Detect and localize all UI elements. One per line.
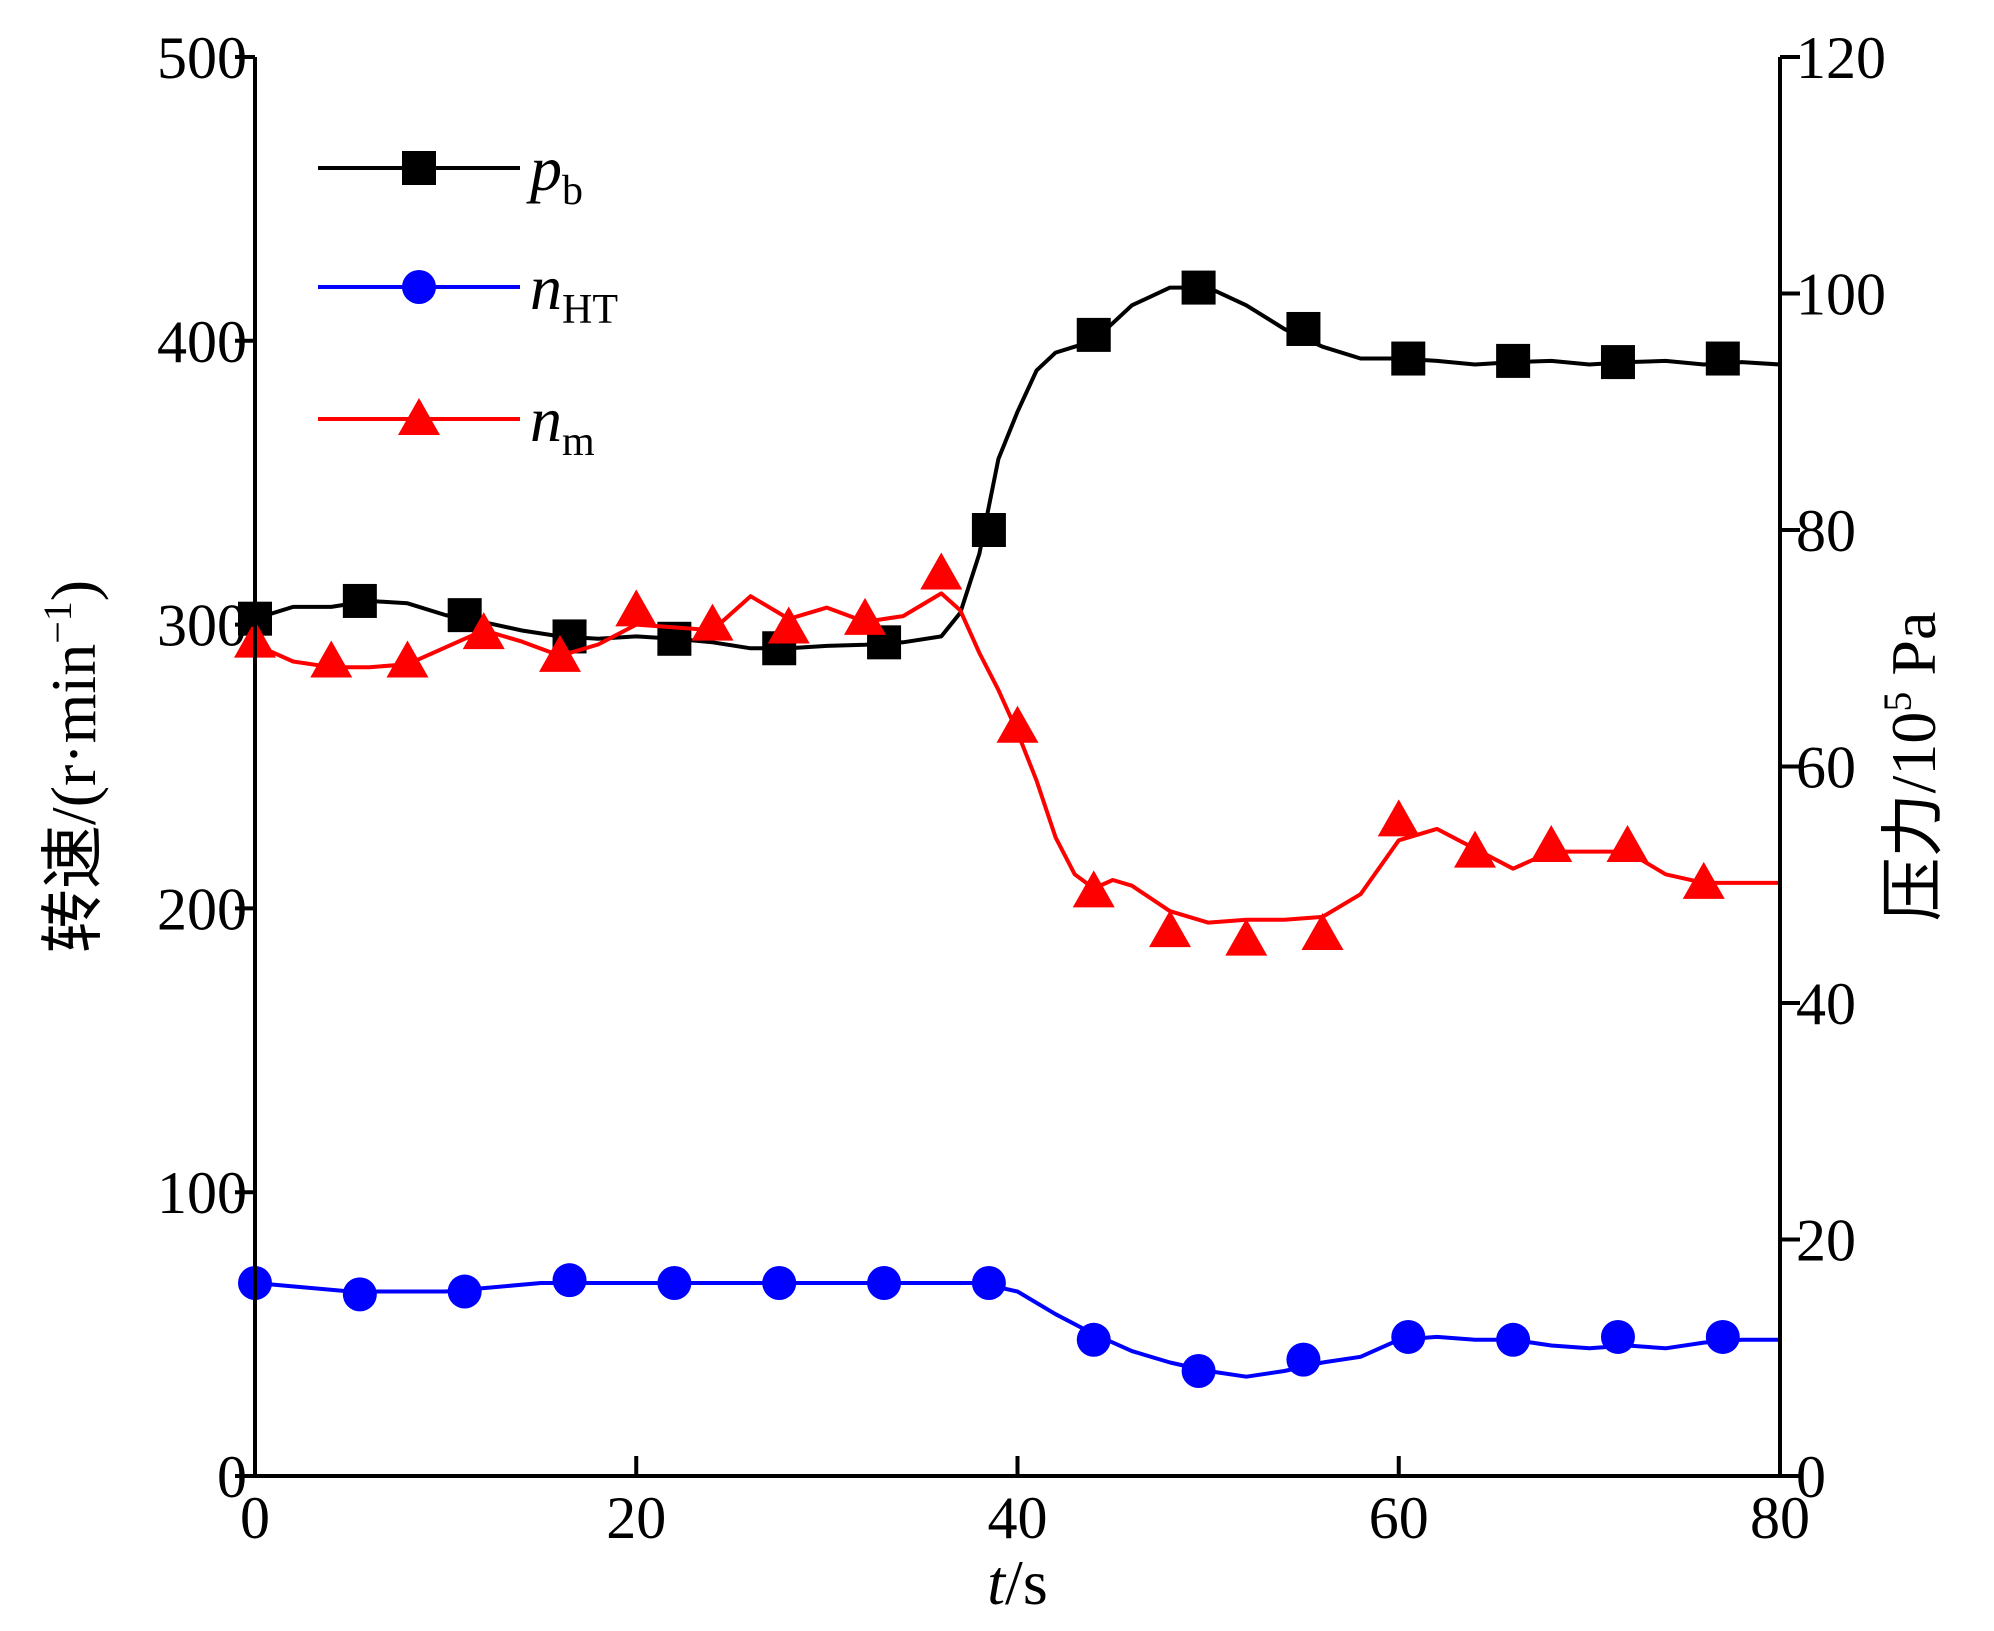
data-point-nm	[1454, 830, 1496, 868]
data-point-nm	[1606, 824, 1649, 862]
data-point-nm	[1301, 912, 1344, 950]
data-point-nht	[762, 1266, 797, 1301]
y-right-tick-label: 20	[1796, 1208, 1856, 1274]
y-right-tick-label: 100	[1796, 262, 1886, 328]
data-point-nm	[1149, 910, 1191, 948]
x-axis-title: t/s	[987, 1547, 1047, 1618]
legend-marker-nm	[398, 398, 440, 435]
data-point-nm	[1225, 918, 1268, 956]
data-point-nht	[447, 1274, 482, 1309]
legend: pb nHT nm	[318, 133, 618, 465]
data-point-nm	[539, 634, 581, 672]
x-tick-label: 40	[988, 1485, 1048, 1551]
x-tick-label: 80	[1750, 1485, 1810, 1551]
series-line-nm	[254, 591, 1780, 925]
y-left-tick-label: 500	[157, 25, 247, 91]
y-left-tick-label: 200	[157, 876, 247, 942]
data-point-nm	[996, 705, 1039, 743]
y-right-tick-label: 40	[1796, 971, 1856, 1037]
series-pb	[238, 270, 1781, 666]
legend-item-nht: nHT	[318, 252, 618, 333]
legend-marker-pb	[402, 151, 436, 185]
legend-label-pb: pb	[526, 133, 583, 214]
data-point-nm	[462, 612, 505, 650]
data-point-nht	[1496, 1322, 1531, 1357]
data-point-nht	[1600, 1319, 1635, 1354]
series-line-nht	[254, 1281, 1780, 1379]
x-tick-label: 20	[606, 1485, 666, 1551]
y-left-tick-label: 400	[157, 309, 247, 375]
legend-label-nm: nm	[530, 384, 595, 465]
data-point-nht	[657, 1266, 692, 1301]
data-point-nht	[1181, 1353, 1216, 1388]
x-tick-label: 60	[1369, 1485, 1429, 1551]
y-right-tick-label: 0	[1796, 1444, 1826, 1510]
series-nm	[234, 552, 1780, 956]
y-left-tick-label: 300	[157, 593, 247, 659]
data-point-nm	[1377, 799, 1420, 837]
data-point-nm	[615, 589, 658, 627]
legend-item-pb: pb	[318, 133, 583, 214]
data-point-nm	[386, 640, 429, 678]
data-point-nht	[867, 1266, 902, 1301]
legend-label-nht: nHT	[530, 252, 618, 333]
data-point-pb	[1600, 345, 1635, 380]
data-point-pb	[1391, 341, 1426, 376]
data-point-nm	[310, 640, 353, 678]
data-point-nm	[1072, 870, 1115, 908]
y-right-tick-label: 120	[1796, 25, 1886, 91]
legend-item-nm: nm	[318, 384, 595, 465]
data-point-pb	[1181, 270, 1216, 305]
series-group	[234, 270, 1781, 1388]
data-point-nm	[844, 597, 886, 635]
data-point-nht	[1391, 1319, 1426, 1354]
data-point-nht	[971, 1266, 1006, 1301]
data-point-nht	[1286, 1342, 1321, 1377]
data-point-nht	[1705, 1319, 1740, 1354]
x-tick-label: 0	[240, 1485, 270, 1551]
data-point-nht	[342, 1277, 377, 1312]
data-point-pb	[971, 513, 1006, 547]
series-nht	[238, 1263, 1780, 1388]
data-point-pb	[1705, 341, 1740, 376]
data-point-nht	[1076, 1322, 1111, 1357]
data-point-nm	[767, 606, 810, 644]
data-point-nm	[691, 603, 734, 641]
axes-group: 0 20 40 60 800100200300400500020406080100120…	[35, 25, 1949, 1618]
data-point-pb	[1286, 311, 1321, 346]
data-point-nm	[920, 552, 963, 590]
legend-marker-nht	[402, 270, 436, 304]
data-point-nm	[1682, 861, 1725, 899]
y-left-tick-label: 100	[157, 1160, 247, 1226]
y-left-tick-label: 0	[217, 1444, 247, 1510]
y-left-axis-title: 转速/(r·min−1)	[35, 580, 109, 953]
data-point-pb	[1496, 343, 1531, 378]
y-right-tick-label: 60	[1796, 735, 1856, 801]
data-point-pb	[1076, 317, 1111, 352]
data-point-nm	[1530, 824, 1573, 862]
y-right-tick-label: 80	[1796, 498, 1856, 564]
y-right-axis-title: 压力/105 Pa	[1875, 612, 1949, 922]
data-point-nht	[552, 1263, 587, 1298]
series-line-pb	[254, 285, 1781, 651]
data-point-pb	[342, 583, 377, 618]
